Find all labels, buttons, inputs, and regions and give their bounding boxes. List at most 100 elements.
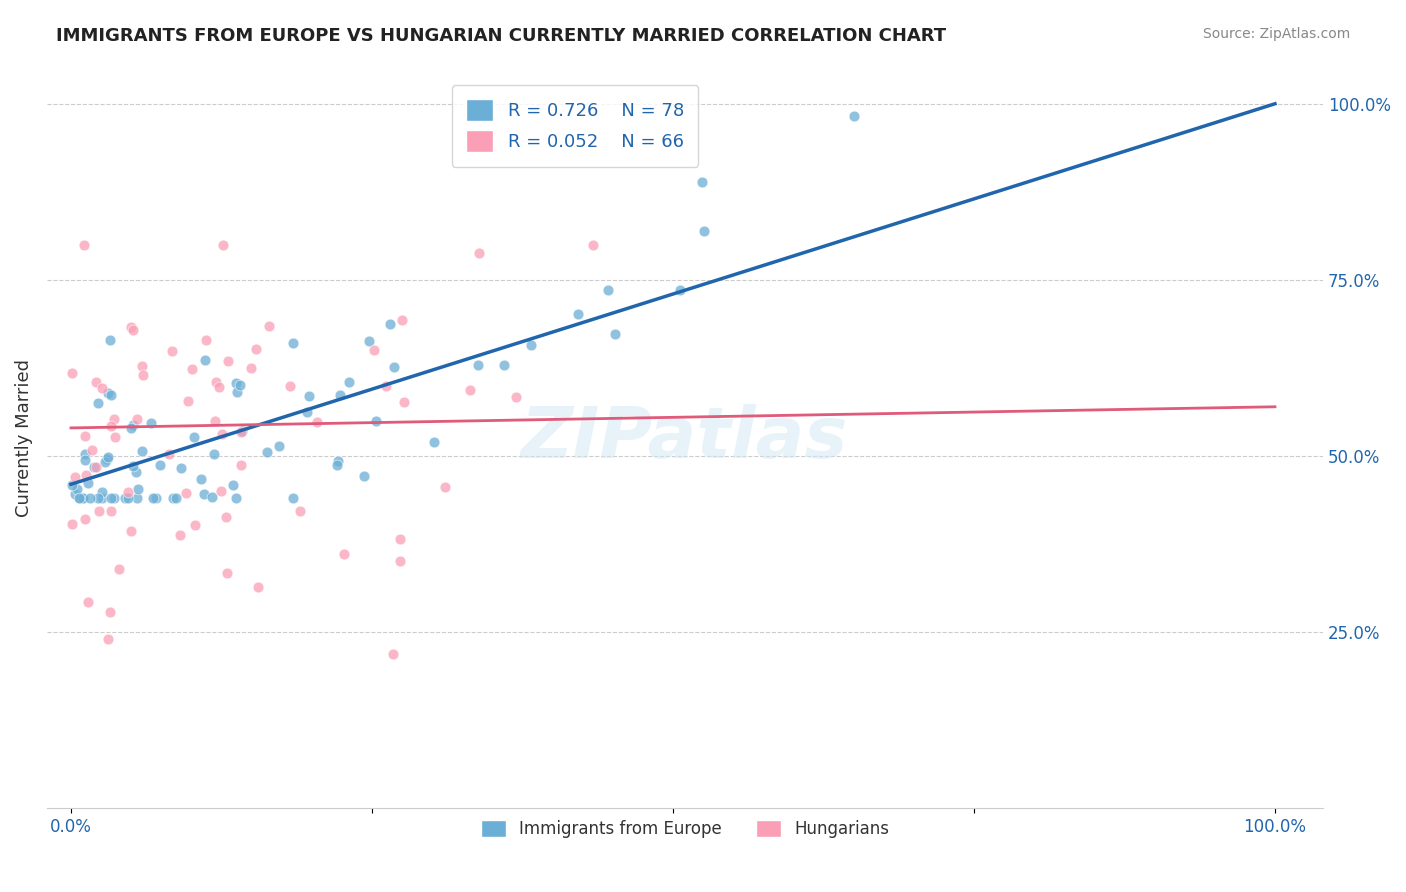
Point	[132, 368, 155, 382]
Point	[103, 412, 125, 426]
Point	[209, 484, 232, 499]
Point	[177, 393, 200, 408]
Point	[467, 358, 489, 372]
Point	[366, 415, 388, 429]
Point	[122, 323, 145, 337]
Point	[329, 388, 352, 402]
Point	[190, 472, 212, 486]
Point	[114, 491, 136, 506]
Point	[212, 237, 235, 252]
Point	[337, 375, 360, 389]
Point	[391, 313, 413, 327]
Point	[75, 429, 97, 443]
Point	[520, 337, 543, 351]
Point	[215, 566, 238, 580]
Point	[76, 475, 98, 490]
Point	[204, 414, 226, 428]
Point	[70, 491, 93, 506]
Point	[381, 647, 404, 661]
Point	[494, 358, 516, 372]
Point	[283, 336, 305, 351]
Point	[86, 375, 108, 389]
Point	[328, 454, 350, 468]
Point	[194, 334, 217, 348]
Text: Source: ZipAtlas.com: Source: ZipAtlas.com	[1202, 27, 1350, 41]
Point	[127, 411, 149, 425]
Point	[582, 237, 605, 252]
Point	[83, 460, 105, 475]
Point	[690, 175, 713, 189]
Point	[281, 491, 304, 506]
Point	[194, 352, 217, 367]
Point	[596, 283, 619, 297]
Point	[66, 482, 89, 496]
Point	[423, 434, 446, 449]
Point	[169, 528, 191, 542]
Point	[226, 385, 249, 400]
Point	[97, 450, 120, 464]
Point	[162, 491, 184, 506]
Point	[333, 547, 356, 561]
Point	[174, 485, 197, 500]
Point	[458, 383, 481, 397]
Point	[125, 465, 148, 479]
Point	[288, 503, 311, 517]
Point	[246, 580, 269, 594]
Point	[208, 380, 231, 394]
Point	[211, 427, 233, 442]
Point	[145, 491, 167, 506]
Point	[98, 333, 121, 347]
Point	[104, 430, 127, 444]
Point	[120, 320, 142, 334]
Legend: Immigrants from Europe, Hungarians: Immigrants from Europe, Hungarians	[474, 813, 896, 845]
Point	[82, 442, 104, 457]
Point	[120, 420, 142, 434]
Point	[100, 491, 122, 506]
Point	[63, 487, 86, 501]
Point	[353, 469, 375, 483]
Point	[257, 318, 280, 333]
Point	[67, 491, 90, 506]
Point	[170, 461, 193, 475]
Point	[305, 415, 328, 429]
Point	[201, 490, 224, 504]
Point	[98, 605, 121, 619]
Point	[100, 418, 122, 433]
Point	[100, 503, 122, 517]
Point	[79, 491, 101, 506]
Point	[359, 334, 381, 348]
Point	[73, 447, 96, 461]
Point	[388, 554, 411, 568]
Point	[125, 491, 148, 506]
Point	[239, 361, 262, 376]
Point	[97, 385, 120, 400]
Point	[245, 343, 267, 357]
Point	[90, 491, 112, 506]
Point	[77, 595, 100, 609]
Point	[181, 362, 204, 376]
Point	[89, 504, 111, 518]
Point	[117, 491, 139, 506]
Point	[69, 491, 91, 506]
Point	[165, 491, 187, 506]
Point	[75, 512, 97, 526]
Point	[225, 491, 247, 506]
Point	[298, 389, 321, 403]
Point	[295, 404, 318, 418]
Point	[225, 376, 247, 391]
Point	[278, 379, 301, 393]
Point	[326, 458, 349, 473]
Point	[269, 439, 291, 453]
Point	[388, 532, 411, 546]
Point	[90, 485, 112, 500]
Point	[217, 354, 239, 368]
Point	[467, 246, 489, 260]
Point	[183, 430, 205, 444]
Point	[100, 388, 122, 402]
Point	[668, 283, 690, 297]
Point	[131, 359, 153, 373]
Point	[60, 516, 83, 531]
Point	[205, 375, 228, 389]
Point	[84, 459, 107, 474]
Point	[215, 509, 238, 524]
